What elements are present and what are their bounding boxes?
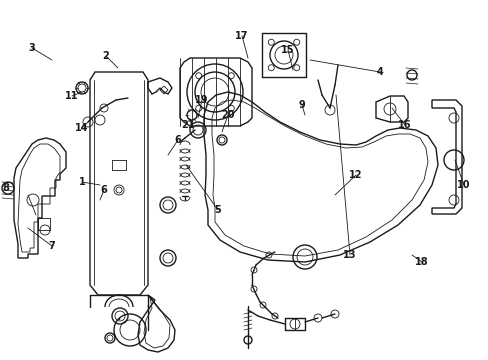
Text: 19: 19 bbox=[195, 95, 208, 105]
Text: 11: 11 bbox=[65, 91, 79, 101]
Text: 10: 10 bbox=[456, 180, 470, 190]
Text: 8: 8 bbox=[2, 183, 9, 193]
Text: 20: 20 bbox=[221, 110, 234, 120]
Text: 9: 9 bbox=[298, 100, 305, 110]
Text: 3: 3 bbox=[29, 43, 35, 53]
Text: 6: 6 bbox=[174, 135, 181, 145]
Text: 1: 1 bbox=[79, 177, 85, 187]
Text: 4: 4 bbox=[376, 67, 383, 77]
Text: 5: 5 bbox=[214, 205, 221, 215]
Text: 21: 21 bbox=[181, 120, 194, 130]
Text: 13: 13 bbox=[343, 250, 356, 260]
Text: 14: 14 bbox=[75, 123, 88, 133]
Text: 2: 2 bbox=[102, 51, 109, 61]
Text: 7: 7 bbox=[48, 241, 55, 251]
Text: 17: 17 bbox=[235, 31, 248, 41]
Text: 12: 12 bbox=[348, 170, 362, 180]
Text: 6: 6 bbox=[101, 185, 107, 195]
Text: 18: 18 bbox=[414, 257, 428, 267]
Text: 15: 15 bbox=[281, 45, 294, 55]
Text: 16: 16 bbox=[397, 120, 411, 130]
